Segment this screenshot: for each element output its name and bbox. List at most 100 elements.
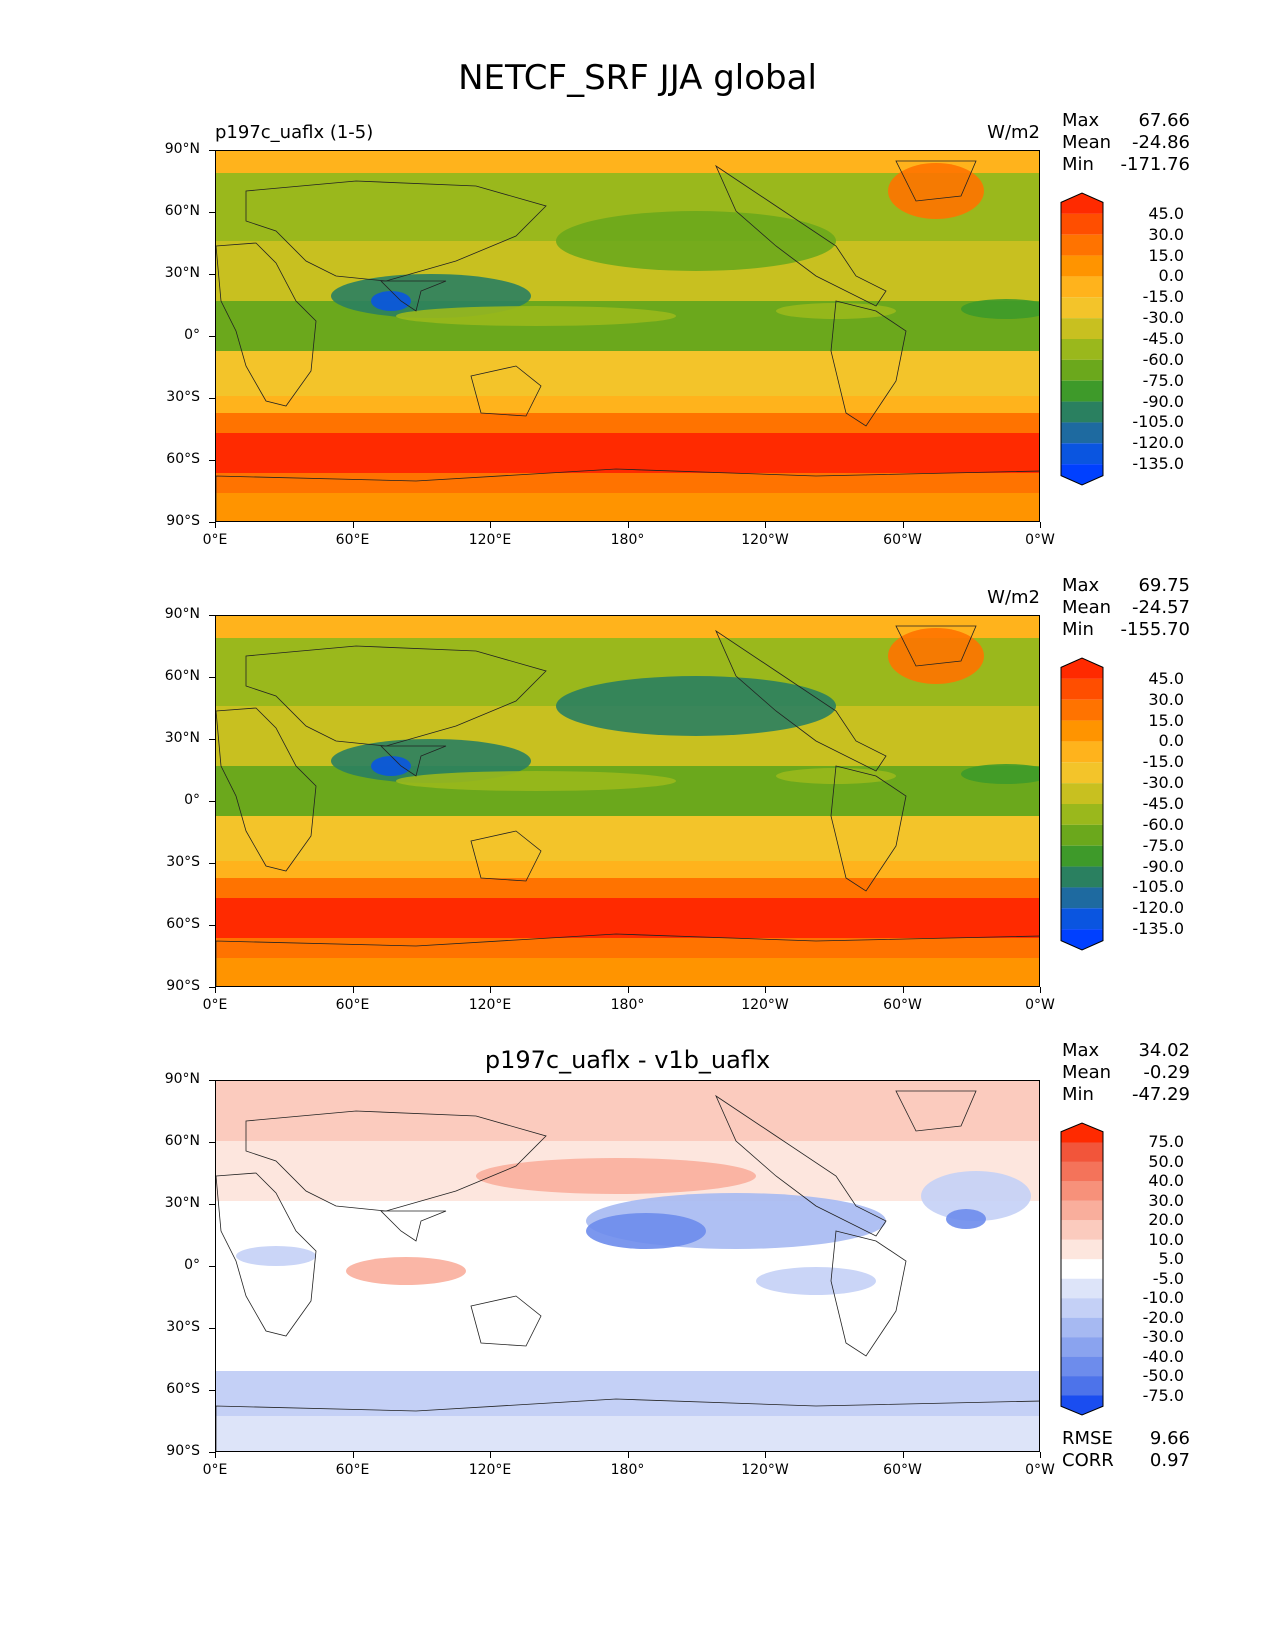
panel-3-colorbar-label: -75.0 [1142, 1385, 1184, 1405]
panel-3-lat-tick-mark [209, 1452, 215, 1453]
panel-1-stat-min-value: -171.76 [1120, 154, 1190, 175]
panel-1-colorbar-label: 0.0 [1158, 266, 1184, 286]
panel-2-coastline [216, 933, 1039, 986]
panel-2-map-svg [216, 616, 1039, 986]
panel-2-colorbar-label: -75.0 [1142, 835, 1184, 855]
panel-1-coastline [216, 242, 317, 407]
panel-3-metric-corr-value: 0.97 [1149, 1450, 1190, 1471]
panel-3-field-blob [346, 1257, 466, 1285]
panel-2-lon-tick: 180° [610, 997, 645, 1013]
panel-1-colorbar [1060, 192, 1104, 486]
panel-1-units: W/m2 [987, 122, 1040, 143]
panel-3-colorbar-label: 75.0 [1148, 1132, 1184, 1152]
panel-2-stat-max-label: Max [1062, 575, 1100, 596]
panel-1-coastline [216, 468, 1039, 521]
panel-3-colorbar-label: -5.0 [1152, 1268, 1184, 1288]
panel-3-colorbar-segment [1061, 1395, 1103, 1415]
panel-2-colorbar-segment [1061, 908, 1103, 930]
panel-3-colorbar-segment [1061, 1239, 1103, 1260]
panel-1-lon-tick: 120°E [468, 532, 512, 548]
panel-3-lat-tick: 60°N [164, 1133, 200, 1149]
panel-3-field-blob [921, 1171, 1031, 1221]
panel-3-colorbar-label: 30.0 [1148, 1190, 1184, 1210]
panel-3-coastline [245, 1110, 547, 1212]
panel-1-stats: Max 67.66 Mean -24.86 Min -171.76 [1062, 110, 1190, 176]
panel-3-lon-tick-mark [352, 1452, 354, 1458]
panel-3-lat-band [216, 1371, 1039, 1416]
panel-1-lon-tick: 60°W [883, 532, 922, 548]
panel-1-lon-tick: 0°E [202, 532, 228, 548]
panel-2-colorbar-segment [1061, 741, 1103, 763]
panel-2-lon-tick: 120°E [468, 997, 512, 1013]
panel-3-colorbar-label: -50.0 [1142, 1366, 1184, 1386]
panel-2-stat-min-label: Min [1062, 619, 1094, 640]
panel-2-field-blob [556, 676, 836, 736]
panel-2-stat-mean-label: Mean [1062, 597, 1112, 618]
panel-2-field-blob [961, 764, 1039, 784]
panel-2-colorbar-segment [1061, 887, 1103, 909]
panel-2-lat-tick: 30°S [166, 854, 200, 870]
panel-1-lat-tick-mark [209, 522, 215, 523]
panel-2-coastline [715, 629, 887, 772]
panel-1-lat-tick-mark [209, 150, 215, 151]
panel-3-metric-corr-label: CORR [1062, 1450, 1114, 1471]
panel-2-lon-tick-mark [1040, 987, 1041, 993]
panel-3-field-blob [236, 1246, 316, 1266]
panel-3-lon-tick-mark [902, 1452, 904, 1458]
panel-3-stat-mean-value: -0.29 [1143, 1062, 1190, 1083]
panel-1-field-blob [371, 291, 411, 311]
panel-2-field-blob [396, 771, 676, 791]
panel-1-lon-tick: 120°W [741, 532, 789, 548]
panel-2-lon-tick: 0°E [202, 997, 228, 1013]
panel-3-field-blob [586, 1213, 706, 1249]
panel-2-lon-tick: 120°W [741, 997, 789, 1013]
panel-1-lat-band [216, 473, 1039, 493]
panel-1-colorbar-segment [1061, 255, 1103, 277]
panel-1-lon-tick-mark [627, 522, 629, 528]
panel-3-colorbar-label: -40.0 [1142, 1346, 1184, 1366]
panel-2-colorbar-label: 0.0 [1158, 731, 1184, 751]
panel-1-lat-tick-mark [209, 460, 215, 461]
panel-2-colorbar-segment [1061, 762, 1103, 784]
panel-1-colorbar-segment [1061, 380, 1103, 402]
panel-3-colorbar-segment [1061, 1142, 1103, 1162]
panel-2-colorbar-label: 45.0 [1148, 668, 1184, 688]
panel-3-colorbar-segment [1061, 1278, 1103, 1299]
panel-1-left-title: p197c_uaflx (1-5) [215, 122, 374, 143]
panel-1-stat-max-value: 67.66 [1138, 110, 1190, 131]
panel-2-stats: Max 69.75 Mean -24.57 Min -155.70 [1062, 575, 1190, 641]
panel-2-lat-band [216, 898, 1039, 938]
panel-2-colorbar-segment [1061, 929, 1103, 950]
panel-1-lat-tick-mark [209, 274, 215, 275]
panel-1-lat-tick: 90°S [166, 513, 200, 529]
panel-3-lat-band [216, 1081, 1039, 1141]
panel-1-lat-band [216, 351, 1039, 396]
panel-1-colorbar-label: 15.0 [1148, 245, 1184, 265]
panel-1-colorbar-outline [1060, 192, 1104, 486]
panel-3-metric-corr: CORR 0.97 [1062, 1450, 1190, 1472]
panel-1-lon-tick: 0°W [1025, 532, 1055, 548]
panel-3-lon-tick-mark [765, 1452, 766, 1458]
panel-3-lat-band [216, 1416, 1039, 1451]
panel-1-lat-band [216, 413, 1039, 433]
panel-2-colorbar-segment [1061, 783, 1103, 804]
panel-2-lat-tick-mark [209, 615, 215, 616]
panel-3-metrics: RMSE 9.66 CORR 0.97 [1062, 1428, 1190, 1472]
panel-1-lat-band [216, 433, 1039, 473]
panel-2-colorbar-label: -60.0 [1142, 814, 1184, 834]
panel-1-lat-band [216, 493, 1039, 521]
panel-2-colorbar-segment [1061, 658, 1103, 679]
panel-3-stat-mean-label: Mean [1062, 1062, 1112, 1083]
panel-3-stat-max-label: Max [1062, 1040, 1100, 1061]
panel-1-lat-tick-mark [209, 336, 215, 337]
panel-2-lon-tick-mark [490, 987, 491, 993]
panel-1-map-svg [216, 151, 1039, 521]
panel-1-field-blob [556, 211, 836, 271]
panel-2-lon-tick-mark [902, 987, 904, 993]
panel-3-colorbar [1060, 1122, 1104, 1416]
panel-2-colorbar-label: -105.0 [1132, 877, 1184, 897]
panel-1-colorbar-label: 30.0 [1148, 224, 1184, 244]
panel-1-colorbar-label: -120.0 [1132, 433, 1184, 453]
panel-3-lon-tick: 60°W [883, 1462, 922, 1478]
panel-3-lat-tick: 90°N [164, 1071, 200, 1087]
